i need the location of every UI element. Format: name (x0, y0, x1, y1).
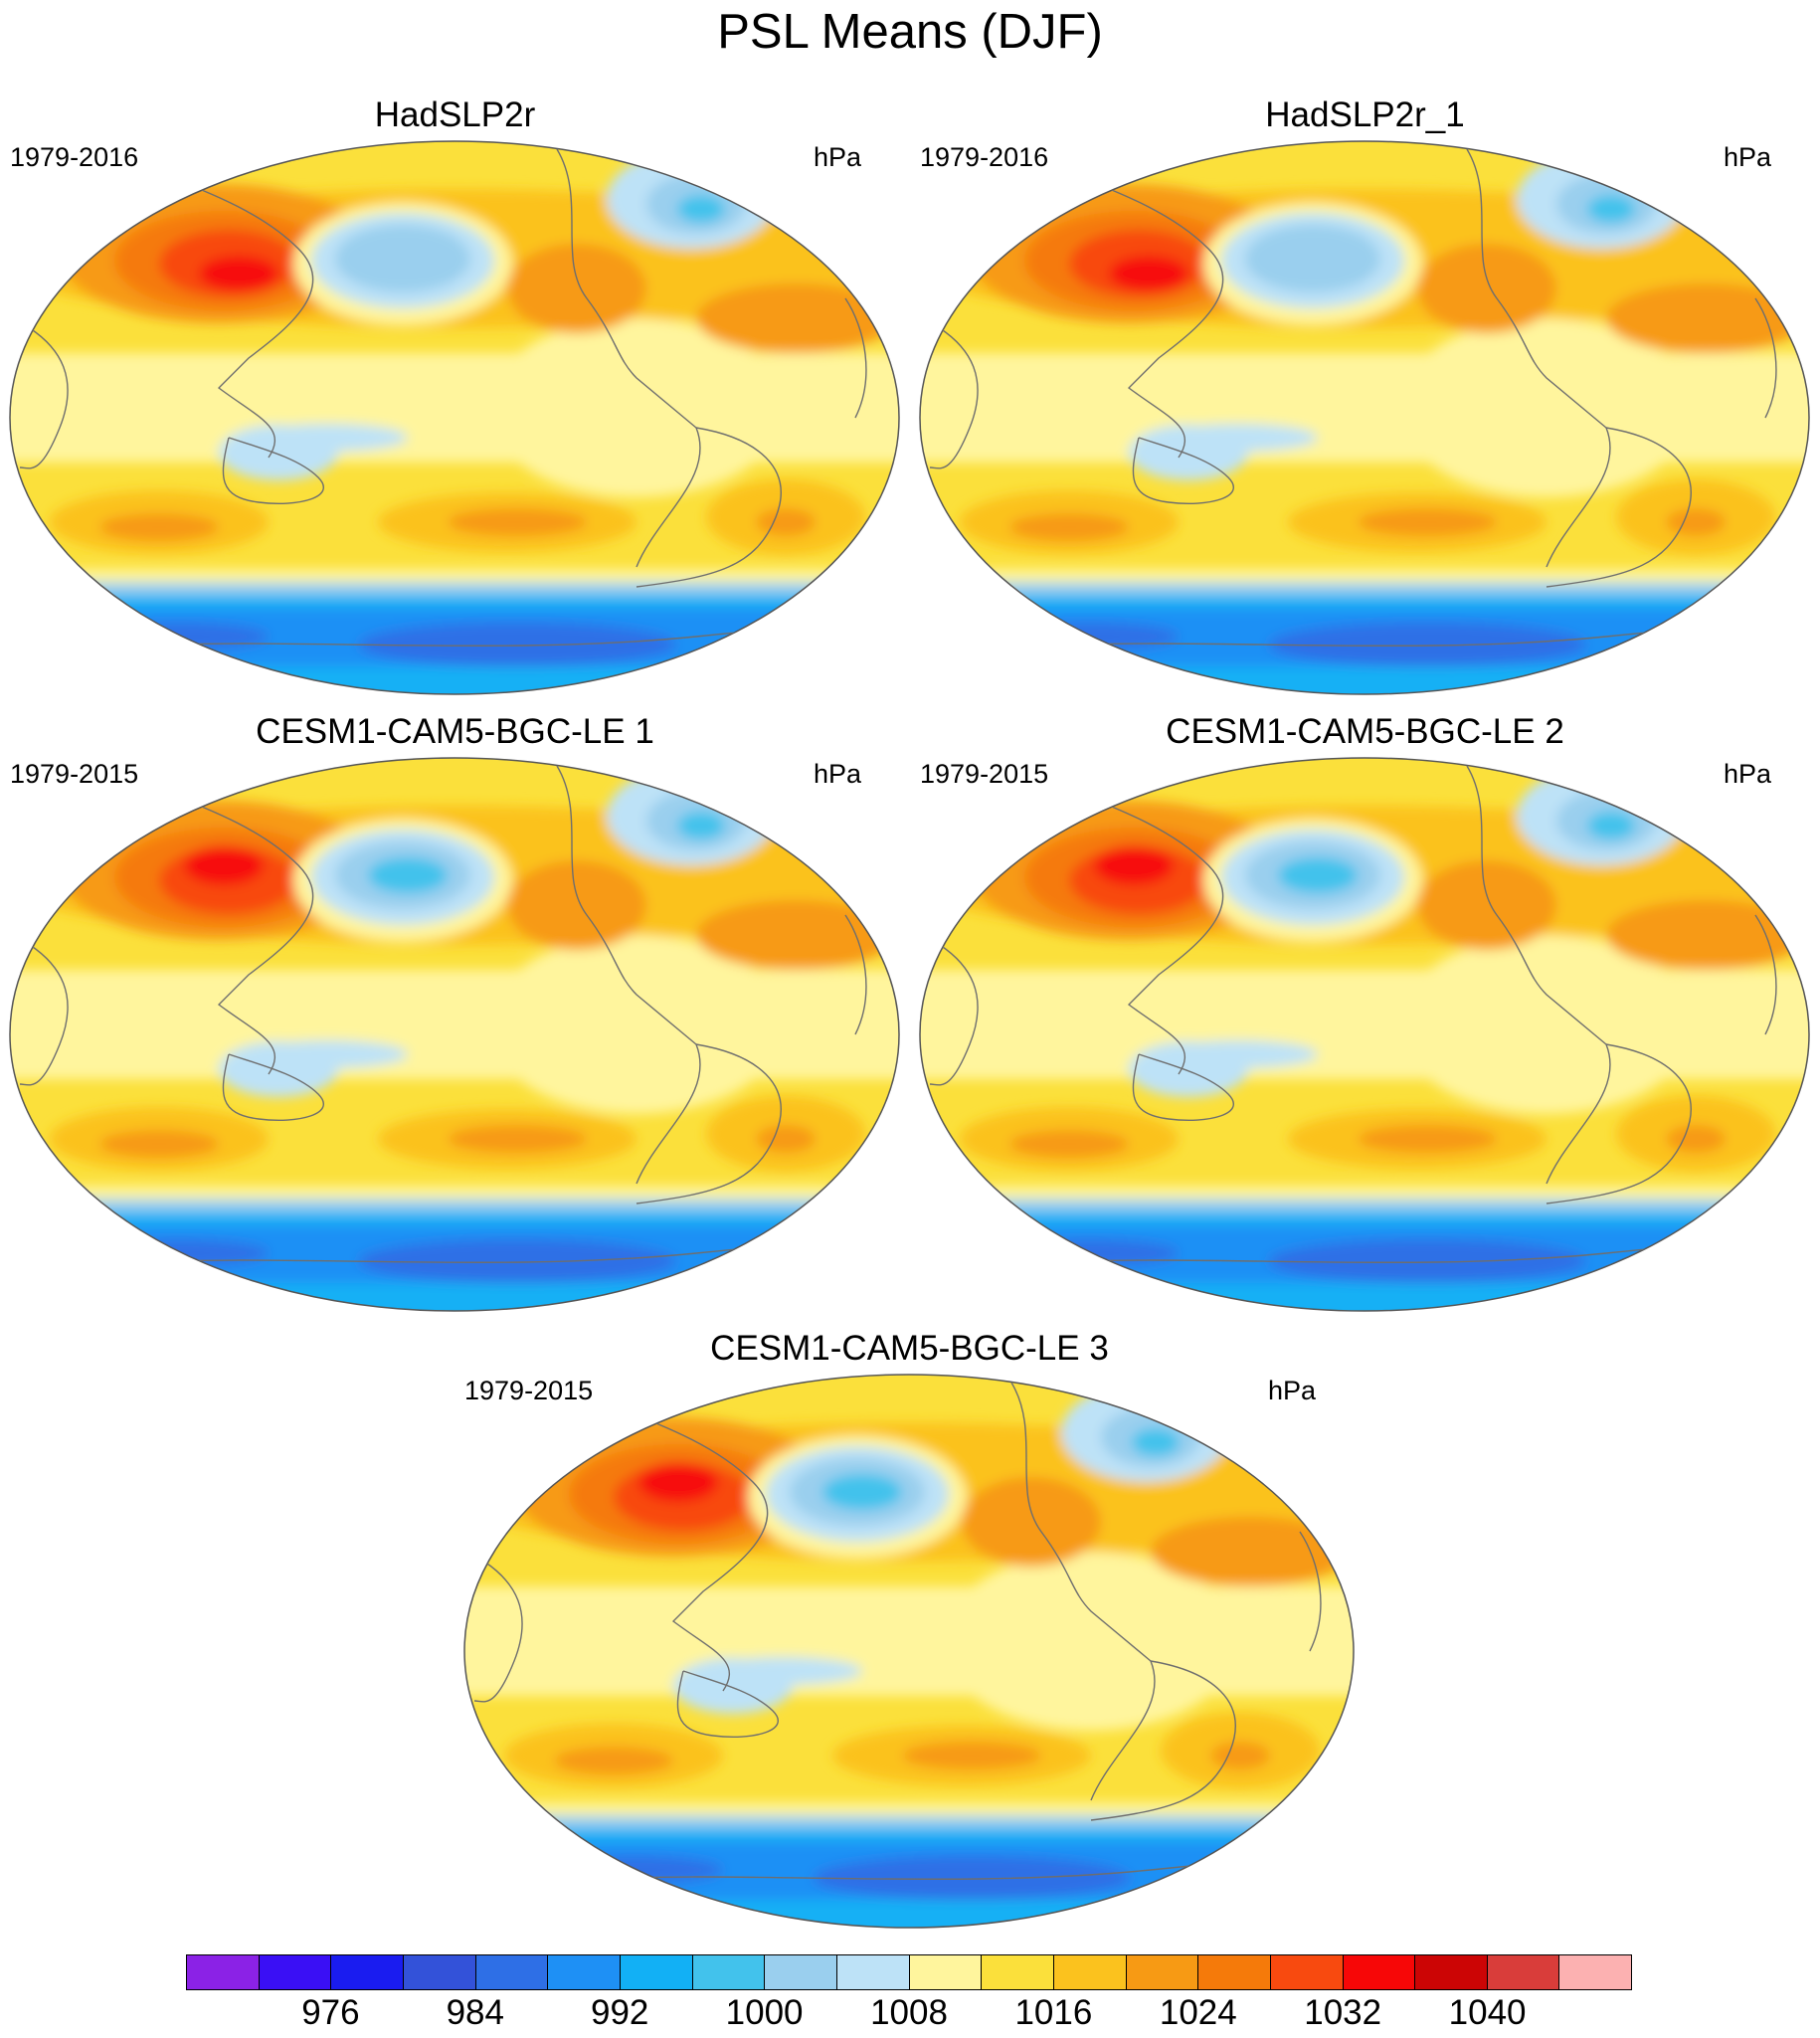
colorbar-tick-label: 1000 (725, 1993, 804, 2032)
panel-units: hPa (1724, 142, 1772, 172)
pressure-field (10, 758, 899, 1311)
pressure-field (464, 1375, 1354, 1928)
map-panel-cesm-le-3: CESM1-CAM5-BGC-LE 3 1979-2015 hPa (455, 1233, 1365, 1929)
figure-title: PSL Means (DJF) (717, 5, 1103, 59)
colorbar-tick-label: 992 (590, 1993, 649, 2032)
map-outline (919, 757, 1810, 1312)
colorbar-tick-label: 976 (301, 1993, 360, 2032)
map-cesm-le-3 (463, 1374, 1355, 1929)
colorbar-box (1559, 1955, 1632, 1989)
colorbar-box (1270, 1955, 1344, 1989)
colorbar-tick-label: 1008 (870, 1993, 948, 2032)
colorbar-box (909, 1955, 983, 1989)
colorbar-box (982, 1955, 1054, 1989)
colorbar-box (475, 1955, 549, 1989)
colorbar-box (1415, 1955, 1488, 1989)
panel-units: hPa (1268, 1376, 1317, 1405)
map-outline (9, 140, 900, 695)
panel-title: CESM1-CAM5-BGC-LE 2 (1166, 712, 1564, 751)
colorbar-box (1053, 1955, 1127, 1989)
colorbar-box (692, 1955, 766, 1989)
panel-title: HadSLP2r (374, 95, 536, 134)
map-cesm-le-2 (919, 757, 1810, 1312)
panel-title: CESM1-CAM5-BGC-LE 3 (710, 1329, 1109, 1368)
colorbar-labels: 976 984 992 1000 1008 1016 1024 1032 1040 (186, 1993, 1632, 2038)
colorbar-tick-label: 1024 (1159, 1993, 1237, 2032)
panel-period: 1979-2015 (10, 759, 139, 789)
colorbar-tick-label: 1016 (1014, 1993, 1093, 2032)
pressure-field (920, 141, 1809, 694)
map-outline (9, 757, 900, 1312)
map-hadslp2r (9, 140, 900, 695)
colorbar-tick-label: 1040 (1448, 1993, 1527, 2032)
colorbar-tick-label: 1032 (1304, 1993, 1382, 2032)
colorbar-box (1198, 1955, 1271, 1989)
panel-period: 1979-2016 (920, 142, 1049, 172)
panel-period: 1979-2015 (920, 759, 1049, 789)
colorbar-box (1343, 1955, 1416, 1989)
coastlines (929, 148, 1777, 648)
colorbar-tick-label: 984 (446, 1993, 504, 2032)
panel-period: 1979-2016 (10, 142, 139, 172)
colorbar-box (259, 1955, 332, 1989)
colorbar-box (765, 1955, 837, 1989)
panel-units: hPa (814, 142, 862, 172)
map-panel-cesm-le-2: CESM1-CAM5-BGC-LE 2 1979-2015 hPa (910, 617, 1820, 1312)
map-outline (463, 1374, 1355, 1929)
colorbar-box (1126, 1955, 1199, 1989)
map-panel-cesm-le-1: CESM1-CAM5-BGC-LE 1 1979-2015 hPa (0, 617, 910, 1312)
colorbar-box (1487, 1955, 1560, 1989)
colorbar (186, 1954, 1632, 1990)
colorbar-box (331, 1955, 404, 1989)
panel-units: hPa (1724, 759, 1772, 789)
map-outline (919, 140, 1810, 695)
map-panel-hadslp2r: HadSLP2r 1979-2016 hPa (0, 0, 910, 695)
pressure-field (920, 758, 1809, 1311)
map-cesm-le-1 (9, 757, 900, 1312)
panel-title: CESM1-CAM5-BGC-LE 1 (256, 712, 654, 751)
panel-period: 1979-2015 (464, 1376, 594, 1405)
map-hadslp2r-1 (919, 140, 1810, 695)
colorbar-box (403, 1955, 476, 1989)
colorbar-box (548, 1955, 621, 1989)
colorbar-box (187, 1955, 260, 1989)
panel-units: hPa (814, 759, 862, 789)
colorbar-box (836, 1955, 910, 1989)
map-panel-hadslp2r-1: HadSLP2r_1 1979-2016 hPa (910, 0, 1820, 695)
colorbar-box (620, 1955, 693, 1989)
panel-title: HadSLP2r_1 (1265, 95, 1465, 134)
